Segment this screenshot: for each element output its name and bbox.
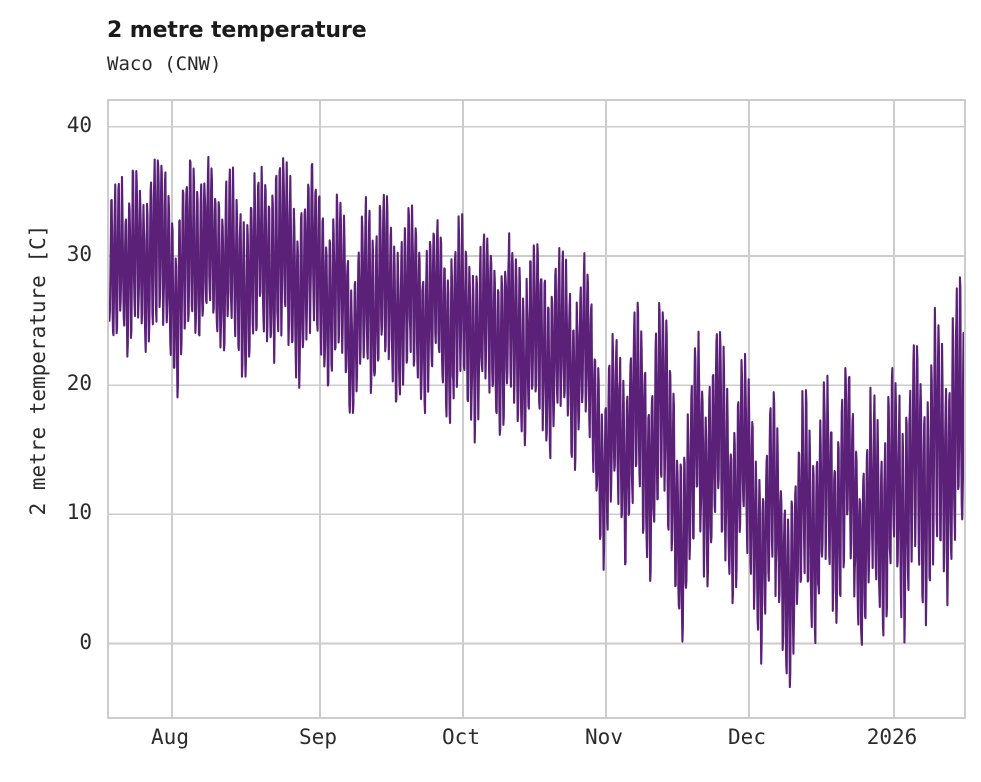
y-tick-label: 20 (66, 371, 92, 396)
x-tick-label: 2026 (866, 725, 918, 749)
x-tick-label: Nov (585, 725, 623, 749)
x-tick-label: Oct (442, 725, 480, 749)
series-lines (109, 155, 964, 689)
y-tick-label: 40 (66, 112, 92, 137)
y-tick-label: 10 (66, 500, 92, 525)
series-canvas (109, 101, 964, 717)
chart-subtitle: Waco (CNW) (107, 53, 222, 75)
y-tick-label: 0 (79, 629, 92, 654)
x-tick-label: Aug (151, 725, 189, 749)
x-tick-label: Sep (299, 725, 337, 749)
grid-lines (109, 101, 964, 717)
plot-area (107, 99, 966, 719)
x-tick-label: Dec (728, 725, 766, 749)
y-tick-label: 30 (66, 242, 92, 266)
temperature-series-line (109, 155, 964, 689)
chart-title: 2 metre temperature (107, 18, 367, 43)
y-axis-ticks: 0 10 20 30 40 (0, 0, 92, 782)
